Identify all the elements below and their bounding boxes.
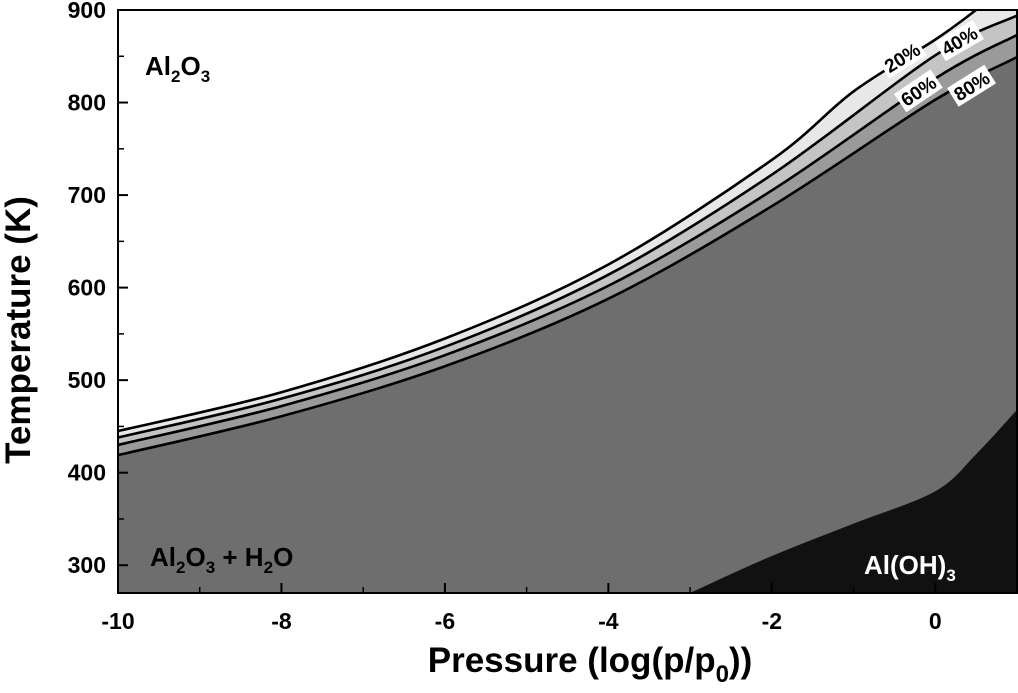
x-axis-title: Pressure (log(p/p0)): [428, 641, 753, 688]
x-tick-label: -6: [435, 608, 455, 634]
region-label-al2o3: Al2O3: [145, 51, 210, 86]
x-tick-label: -2: [762, 608, 782, 634]
contour-label-bg: [934, 20, 984, 62]
y-tick-label: 600: [68, 275, 106, 301]
contour-label-bg: [947, 64, 997, 107]
plot-regions: [118, 10, 1017, 593]
x-tick-label: -8: [271, 608, 292, 634]
region-al2o3-h2o: [118, 57, 1017, 593]
axis-ticks: [117, 9, 1018, 593]
region-label-aloh3: Al(OH)3: [864, 550, 956, 585]
contour-line-80: [118, 56, 1017, 457]
plot-area: 20% 40%60% 80%: [117, 9, 1018, 594]
y-tick-label: 400: [68, 460, 106, 486]
y-tick-label: 700: [68, 182, 106, 208]
x-tick-label: -4: [598, 608, 619, 634]
y-tick-label: 500: [68, 367, 106, 393]
region-aloh3: [690, 409, 1017, 593]
contour-label-bg: [893, 69, 943, 113]
contour-label-bg: [877, 36, 927, 79]
tick-labels: -10 -8 -6 -4 -2 0 300 400 500 600 700 800 900: [68, 0, 942, 634]
contour-line-40: [118, 14, 1017, 439]
y-tick-label: 800: [68, 90, 106, 116]
y-tick-label: 300: [68, 552, 106, 578]
y-tick-label: 900: [68, 0, 106, 23]
region-label-al2o3-h2o: Al2O3 + H2O: [150, 542, 293, 577]
x-tick-label: -10: [101, 608, 134, 634]
plot-frame: [117, 9, 1018, 594]
y-axis-title: Temperature (K): [0, 196, 38, 464]
x-tick-label: 0: [929, 608, 942, 634]
